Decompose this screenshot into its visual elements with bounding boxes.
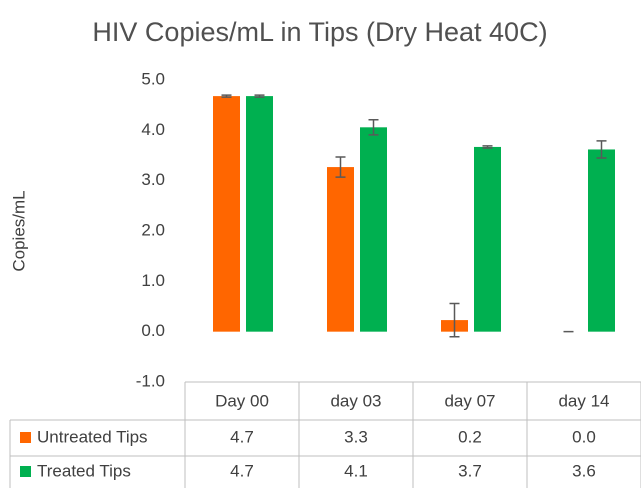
bar — [360, 127, 387, 332]
legend-label: Untreated Tips — [37, 427, 148, 446]
table-value: 4.1 — [344, 461, 368, 480]
bar — [246, 96, 273, 332]
y-tick-label: 4.0 — [141, 120, 165, 139]
error-bar — [254, 94, 265, 98]
error-bar — [449, 302, 460, 338]
error-bar — [596, 140, 607, 159]
legend-swatch — [20, 466, 31, 477]
table-value: 0.0 — [572, 427, 596, 446]
table-header: day 03 — [330, 391, 381, 410]
y-tick-label: -1.0 — [136, 371, 165, 390]
error-bar — [221, 94, 232, 98]
table-value: 4.7 — [230, 461, 254, 480]
table-header: Day 00 — [215, 391, 269, 410]
table-value: 0.2 — [458, 427, 482, 446]
table-value: 3.3 — [344, 427, 368, 446]
bar — [327, 167, 354, 332]
chart-title: HIV Copies/mL in Tips (Dry Heat 40C) — [92, 17, 547, 47]
y-tick-label: 1.0 — [141, 271, 165, 290]
y-tick-label: 0.0 — [141, 321, 165, 340]
table-header: day 07 — [444, 391, 495, 410]
bar — [474, 146, 501, 332]
table-value: 3.7 — [458, 461, 482, 480]
legend-label: Treated Tips — [37, 461, 131, 480]
error-bar — [335, 156, 346, 178]
y-tick-label: 5.0 — [141, 69, 165, 88]
y-axis-label: Copies/mL — [9, 190, 28, 271]
table-value: 4.7 — [230, 427, 254, 446]
y-tick-label: 2.0 — [141, 220, 165, 239]
error-bar — [368, 119, 379, 136]
bar — [213, 96, 240, 332]
y-tick-label: 3.0 — [141, 170, 165, 189]
table-header: day 14 — [558, 391, 609, 410]
table-value: 3.6 — [572, 461, 596, 480]
legend-swatch — [20, 432, 31, 443]
bar — [588, 149, 615, 332]
error-bar — [482, 145, 493, 149]
